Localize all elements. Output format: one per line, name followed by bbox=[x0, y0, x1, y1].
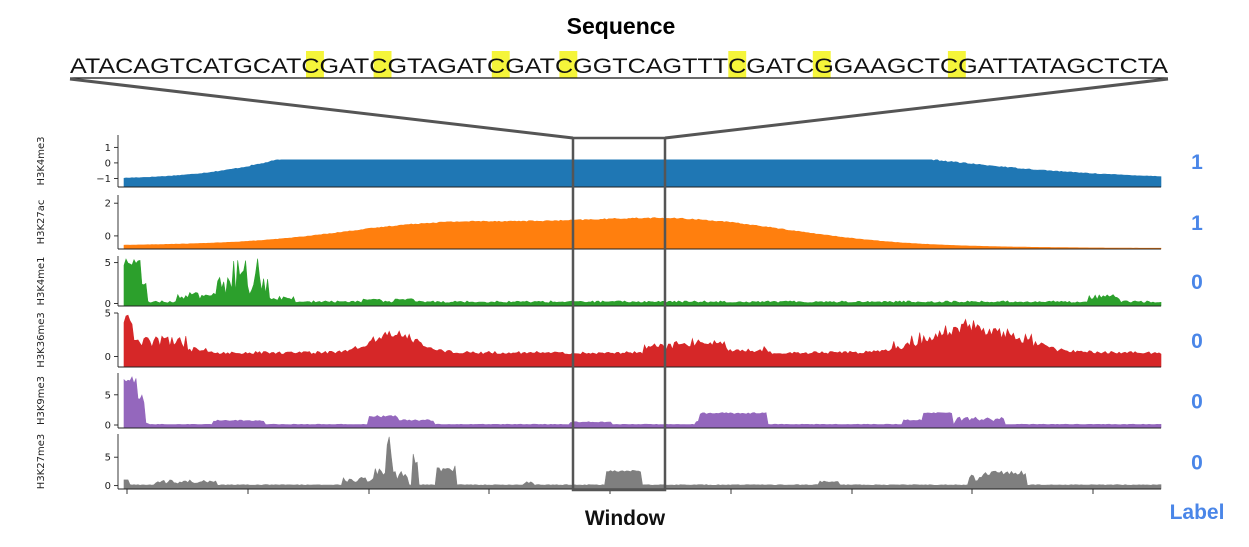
y-tick-label: 0 bbox=[105, 421, 111, 432]
sequence-title: Sequence bbox=[567, 13, 676, 39]
dna-sequence: ATACAGTCATGCATCGATCGTAGATCGATCGGTCAGTTTC… bbox=[70, 51, 1168, 78]
y-tick-label: 5 bbox=[105, 309, 111, 320]
zoom-line-right bbox=[664, 77, 1169, 140]
signal-area bbox=[123, 258, 1162, 307]
y-tick-label: 0 bbox=[105, 352, 111, 363]
track-name-label: H3K9me3 bbox=[36, 376, 47, 425]
zoom-line-left bbox=[69, 77, 574, 140]
track-name-label: H3K27me3 bbox=[36, 434, 47, 489]
track-label-value: 1 bbox=[1191, 151, 1203, 174]
zoom-connector bbox=[69, 77, 1169, 492]
y-tick-label: 0 bbox=[105, 299, 111, 310]
window-label: Window bbox=[585, 507, 666, 530]
y-tick-label: 0 bbox=[105, 158, 111, 169]
label-header: Label bbox=[1170, 501, 1225, 524]
y-tick-label: 2 bbox=[105, 199, 111, 210]
track-label-value: 0 bbox=[1191, 452, 1203, 475]
track-label-value: 0 bbox=[1191, 330, 1203, 353]
track-h3k27ac: 2 0 H3K27ac 1 bbox=[36, 195, 1203, 250]
window-box bbox=[571, 136, 667, 492]
track-label-value: 1 bbox=[1191, 212, 1203, 235]
y-tick-label: 0 bbox=[105, 481, 111, 492]
highlight-mark bbox=[559, 51, 578, 78]
signal-area bbox=[123, 436, 1162, 490]
signal-area bbox=[123, 159, 1162, 188]
y-tick-label: 0 bbox=[105, 231, 111, 242]
highlight-mark bbox=[812, 51, 831, 78]
signal-area bbox=[123, 217, 1162, 250]
track-h3k9me3: 5 0 H3K9me3 0 bbox=[36, 373, 1203, 432]
sequence-text: ATACAGTCATGCATCGATCGTAGATCGATCGGTCAGTTTC… bbox=[70, 55, 1168, 78]
highlight-mark bbox=[728, 51, 747, 78]
track-h3k4me3: 1 0 −1 H3K4me3 1 bbox=[36, 135, 1203, 188]
track-name-label: H3K4me3 bbox=[36, 136, 47, 185]
y-tick-label: 5 bbox=[105, 390, 111, 401]
y-tick-label: 5 bbox=[105, 258, 111, 269]
y-tick-label: 5 bbox=[105, 453, 111, 464]
signal-area bbox=[123, 314, 1162, 368]
track-label-value: 0 bbox=[1191, 391, 1203, 414]
highlight-mark bbox=[491, 51, 510, 78]
highlight-mark bbox=[306, 51, 324, 78]
y-tick-label: 1 bbox=[105, 143, 111, 154]
track-h3k4me1: 5 0 H3K4me1 0 bbox=[36, 256, 1203, 310]
highlight-mark bbox=[947, 51, 966, 78]
signal-area bbox=[123, 376, 1162, 429]
track-label-value: 0 bbox=[1191, 271, 1203, 294]
track-name-label: H3K36me3 bbox=[36, 312, 47, 367]
track-h3k36me3: 5 0 H3K36me3 0 bbox=[36, 309, 1203, 368]
highlight-mark bbox=[373, 51, 392, 78]
y-tick-label: −1 bbox=[96, 174, 111, 185]
track-h3k27me3: 5 0 H3K27me3 0 bbox=[36, 434, 1203, 492]
track-name-label: H3K27ac bbox=[36, 200, 47, 245]
track-name-label: H3K4me1 bbox=[36, 256, 47, 305]
